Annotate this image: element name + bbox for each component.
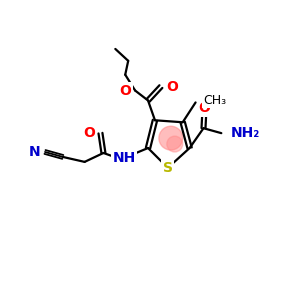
Text: O: O [166,80,178,94]
Text: O: O [119,84,131,98]
Text: O: O [199,101,210,116]
Circle shape [159,126,183,150]
Text: O: O [84,126,95,140]
Text: N: N [28,145,40,159]
Text: S: S [163,161,173,175]
Text: NH₂: NH₂ [231,126,260,140]
Text: NH: NH [112,151,136,165]
Circle shape [167,136,183,152]
Text: CH₃: CH₃ [203,94,226,107]
